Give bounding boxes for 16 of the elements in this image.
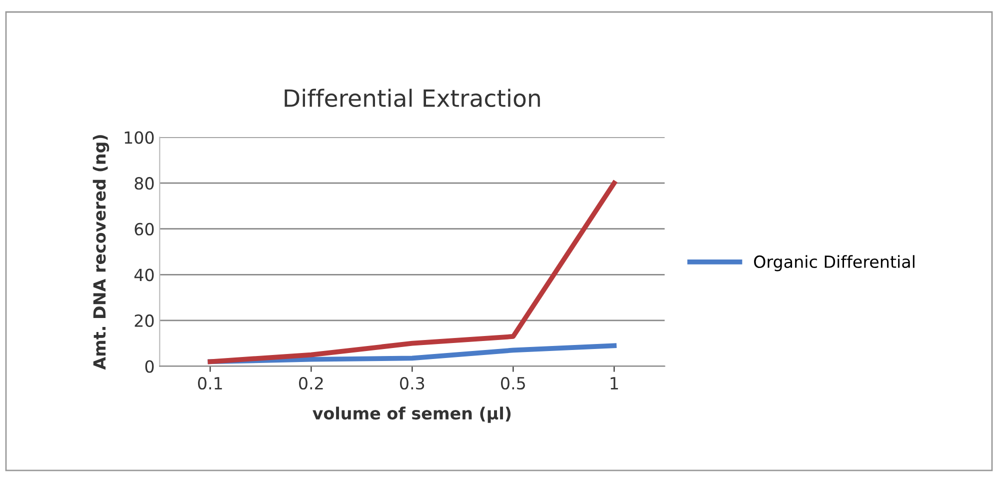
x-axis-title: volume of semen (µl) <box>312 406 511 423</box>
line-series <box>208 180 617 364</box>
x-tick-label: 0.3 <box>400 376 424 390</box>
y-tick-label: 20 <box>134 314 154 328</box>
y-tick-label: 40 <box>134 268 154 282</box>
x-tick-label: 0.1 <box>198 376 222 390</box>
y-axis-title: Amt. DNA recovered (ng) <box>92 135 110 370</box>
y-tick-label: 80 <box>134 177 154 190</box>
y-tick-label: 0 <box>145 360 154 373</box>
x-tick-label: 1 <box>610 377 618 390</box>
legend-label: Organic Differential <box>754 255 914 272</box>
chart-title: Differential Extraction <box>284 88 540 108</box>
y-tick-label: 60 <box>134 222 154 236</box>
x-tick-label: 0.5 <box>501 376 525 390</box>
x-tick-label: 0.2 <box>299 376 323 390</box>
y-tick-label: 100 <box>124 131 154 144</box>
